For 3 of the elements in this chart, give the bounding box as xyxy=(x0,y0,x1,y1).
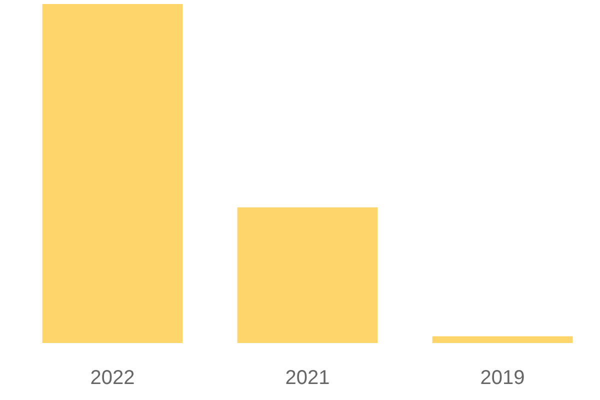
x-tick-label: 2022 xyxy=(90,367,135,389)
x-tick-label: 2021 xyxy=(285,367,330,389)
x-tick-label: 2019 xyxy=(480,367,525,389)
